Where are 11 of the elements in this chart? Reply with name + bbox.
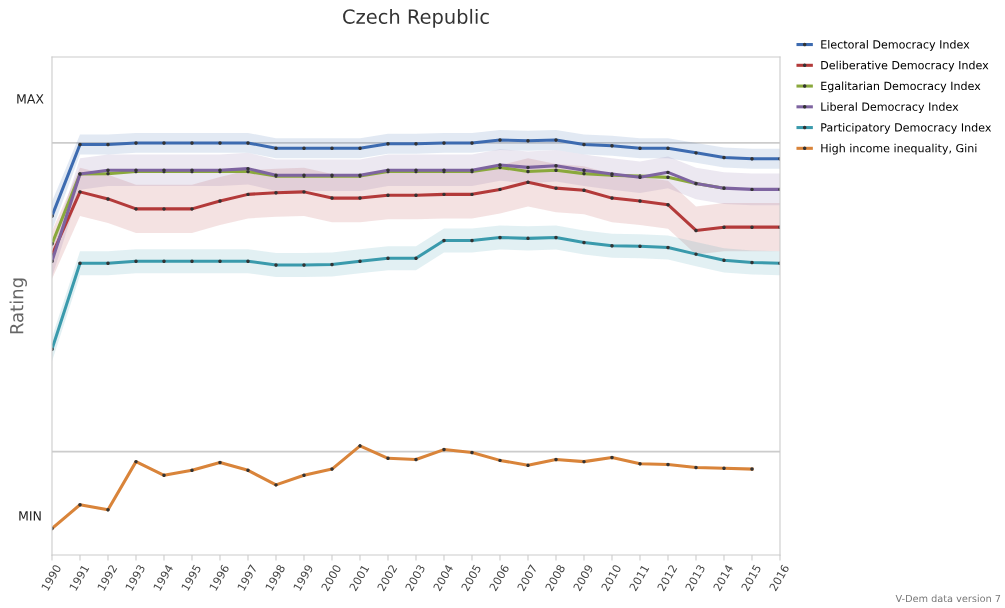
chart-title: Czech Republic (343, 8, 489, 28)
legend-label: Participatory Democracy Index (821, 123, 992, 134)
legend-label: High income inequality, Gini (821, 143, 977, 155)
text: MIN (19, 511, 41, 521)
legend-label: Electoral Democracy Index (821, 40, 970, 51)
text: V-Dem data version 7 (895, 594, 1001, 603)
legend-label: Egalitarian Democracy Index (821, 81, 981, 93)
text: MAX (17, 94, 44, 104)
legend-label: Liberal Democracy Index (821, 102, 959, 114)
legend-label: Deliberative Democracy Index (821, 60, 989, 72)
y-axis-title: Rating (9, 278, 27, 334)
